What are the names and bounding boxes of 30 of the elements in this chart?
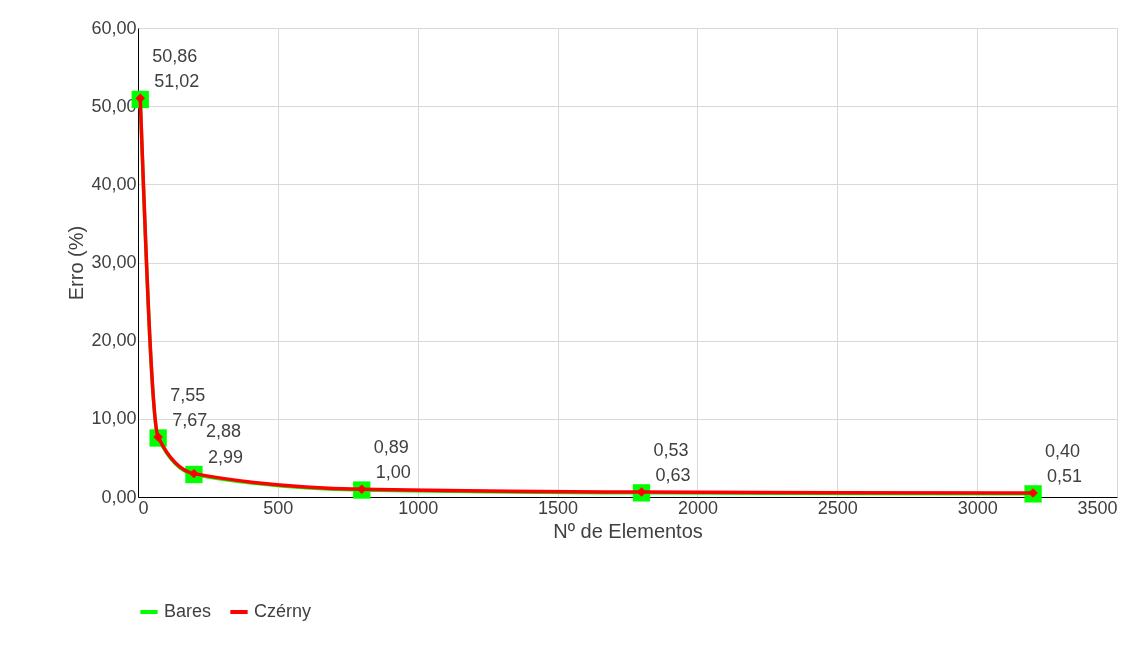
- y-tick-label: 20,00: [91, 330, 137, 351]
- data-label: 0,53: [653, 439, 689, 460]
- legend-label: Czérny: [254, 601, 312, 621]
- data-label: 0,51: [1047, 466, 1083, 487]
- data-label: 50,86: [152, 46, 198, 67]
- x-tick-label: 1000: [398, 497, 439, 518]
- y-tick-label: 0,00: [101, 486, 137, 507]
- y-tick-label: 60,00: [91, 17, 137, 38]
- y-axis-title: Erro (%): [65, 225, 88, 301]
- data-label: 7,55: [170, 384, 206, 405]
- x-axis-title: Nº de Elementos: [553, 519, 703, 542]
- y-tick-label: 10,00: [91, 408, 137, 429]
- data-label: 1,00: [375, 462, 411, 483]
- x-tick-label: 500: [263, 497, 294, 518]
- x-tick-label: 0: [138, 497, 149, 518]
- data-label: 2,99: [207, 446, 243, 467]
- x-tick-label: 1500: [538, 497, 579, 518]
- data-label: 51,02: [154, 71, 200, 92]
- x-tick-label: 2000: [677, 497, 718, 518]
- y-tick-label: 30,00: [91, 252, 137, 272]
- legend-label: Bares: [164, 601, 212, 621]
- data-label: 0,63: [655, 465, 691, 486]
- data-label: 2,88: [205, 421, 241, 442]
- data-label: 7,67: [172, 410, 208, 431]
- x-tick-label: 3000: [957, 497, 998, 518]
- x-tick-label: 3500: [1077, 497, 1118, 518]
- y-tick-label: 40,00: [91, 173, 137, 194]
- x-tick-label: 2500: [817, 497, 858, 518]
- data-label: 0,89: [373, 437, 409, 458]
- data-label: 0,40: [1045, 440, 1081, 461]
